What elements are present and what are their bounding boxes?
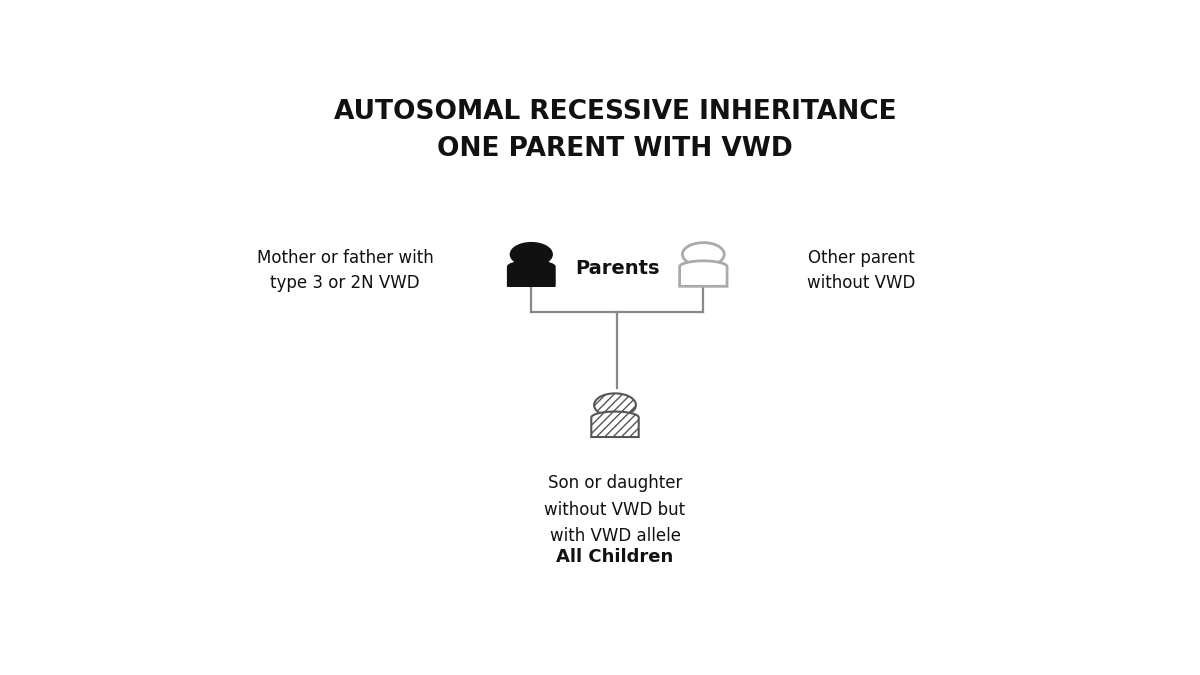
Text: Son or daughter
without VWD but
with VWD allele: Son or daughter without VWD but with VWD… [545,475,685,545]
Polygon shape [592,412,638,437]
Polygon shape [508,261,556,286]
Text: AUTOSOMAL RECESSIVE INHERITANCE
ONE PARENT WITH VWD: AUTOSOMAL RECESSIVE INHERITANCE ONE PARE… [334,99,896,162]
Text: Mother or father with
type 3 or 2N VWD: Mother or father with type 3 or 2N VWD [257,249,433,292]
Text: All Children: All Children [557,547,673,566]
Polygon shape [679,261,727,286]
Circle shape [594,394,636,416]
Text: Parents: Parents [575,259,660,278]
Circle shape [510,242,552,266]
Circle shape [683,242,725,266]
Text: Other parent
without VWD: Other parent without VWD [808,249,916,292]
